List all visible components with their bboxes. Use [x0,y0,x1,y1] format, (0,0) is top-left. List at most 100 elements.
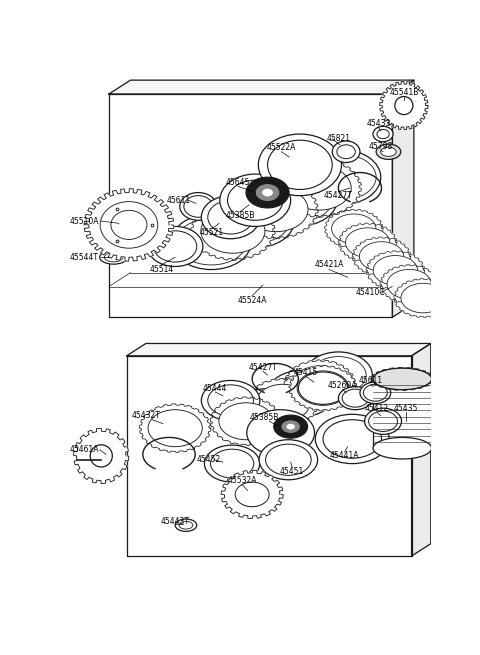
Ellipse shape [353,237,410,276]
Ellipse shape [299,372,348,404]
Polygon shape [127,343,431,356]
Ellipse shape [154,231,197,262]
Ellipse shape [287,424,295,430]
Ellipse shape [208,200,253,234]
Ellipse shape [220,174,291,227]
Ellipse shape [219,197,290,244]
Polygon shape [277,159,361,217]
Ellipse shape [235,482,269,507]
Ellipse shape [325,210,383,248]
Text: 45433: 45433 [366,119,391,128]
Polygon shape [139,404,211,453]
Text: 45385B: 45385B [225,211,254,220]
Ellipse shape [363,384,387,401]
Ellipse shape [180,193,217,220]
Ellipse shape [258,171,337,227]
Ellipse shape [365,408,402,434]
Ellipse shape [247,409,314,456]
Text: 45510A: 45510A [70,217,99,225]
Ellipse shape [175,519,197,531]
Ellipse shape [201,209,265,253]
Text: 45514: 45514 [149,265,173,274]
Ellipse shape [191,202,275,260]
Ellipse shape [337,145,355,159]
Polygon shape [191,202,275,260]
Polygon shape [338,223,397,262]
Text: 45415: 45415 [294,368,318,377]
Ellipse shape [228,180,283,220]
Ellipse shape [332,214,376,244]
Ellipse shape [373,368,432,390]
Ellipse shape [256,184,279,201]
Ellipse shape [201,196,260,239]
Ellipse shape [176,219,247,265]
Polygon shape [284,360,356,409]
Text: 45435: 45435 [394,403,419,413]
Ellipse shape [171,214,252,270]
Ellipse shape [234,181,318,238]
Ellipse shape [373,438,432,459]
Ellipse shape [211,449,254,478]
Polygon shape [380,81,428,130]
Ellipse shape [300,149,381,205]
Polygon shape [352,237,411,276]
Text: 45611: 45611 [359,376,383,385]
Text: 45461A: 45461A [70,445,99,454]
Ellipse shape [274,375,329,412]
Ellipse shape [394,279,452,317]
Text: 45452: 45452 [197,455,221,464]
Text: 45427T: 45427T [249,363,277,372]
Ellipse shape [244,187,308,232]
Ellipse shape [179,521,193,529]
Text: 45821: 45821 [326,134,350,143]
Ellipse shape [289,365,357,411]
Ellipse shape [381,265,438,303]
Ellipse shape [360,242,404,271]
Text: 45432T: 45432T [132,411,160,421]
Text: 45541B: 45541B [389,88,419,97]
Ellipse shape [304,352,372,398]
Ellipse shape [277,159,361,217]
Polygon shape [247,379,319,427]
Ellipse shape [230,389,299,435]
Ellipse shape [387,269,432,299]
Text: 45421A: 45421A [314,261,344,269]
Ellipse shape [339,223,396,262]
Ellipse shape [215,193,295,248]
Ellipse shape [265,444,311,476]
Ellipse shape [274,415,308,438]
Ellipse shape [140,404,210,452]
Ellipse shape [246,177,289,208]
Ellipse shape [237,483,267,506]
Ellipse shape [262,189,273,196]
Ellipse shape [285,360,355,408]
Text: 45410C: 45410C [356,288,385,297]
Ellipse shape [100,202,158,248]
Text: 45385B: 45385B [250,413,279,422]
Ellipse shape [381,147,396,157]
Ellipse shape [287,166,351,210]
Polygon shape [411,343,431,556]
Polygon shape [210,397,282,445]
Ellipse shape [373,255,418,285]
Text: 45412: 45412 [365,403,389,413]
Text: 45269A: 45269A [327,381,357,390]
Text: 45427T: 45427T [324,191,353,200]
Text: 45532A: 45532A [228,476,257,485]
Ellipse shape [262,176,333,222]
Ellipse shape [258,134,341,196]
Ellipse shape [346,228,390,257]
Text: 45524A: 45524A [238,296,267,305]
Ellipse shape [332,141,360,162]
Ellipse shape [259,440,318,479]
Text: 45521: 45521 [200,228,224,237]
Polygon shape [73,428,129,483]
Ellipse shape [369,411,397,432]
Text: 45443T: 45443T [161,517,190,526]
Ellipse shape [256,384,310,421]
Text: 45441A: 45441A [330,451,360,460]
Text: 45544T: 45544T [70,253,99,262]
Ellipse shape [204,445,260,482]
Ellipse shape [338,386,372,409]
Ellipse shape [211,397,281,445]
